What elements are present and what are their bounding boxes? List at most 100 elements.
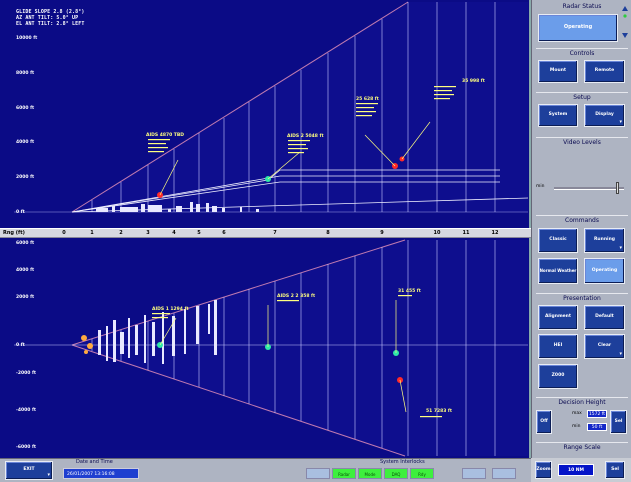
range-tick-11: 11: [462, 230, 470, 236]
target-tags: AIDS 4870 TBD AIDS 2 5048 ft 25 628 ft 3…: [146, 78, 486, 414]
azimuth-pane: [14, 239, 528, 457]
classic-button[interactable]: Classic: [538, 228, 578, 253]
dh-min-value[interactable]: 50 ft: [587, 423, 607, 431]
video-levels-slider[interactable]: [554, 182, 624, 194]
axis-labels: 10000 ft 8000 ft 6000 ft 4000 ft 2000 ft…: [16, 35, 38, 450]
decision-height-title: Decision Height: [536, 397, 628, 407]
range-zoom-button[interactable]: Zoom: [535, 461, 552, 479]
range-tick-10: 10: [433, 230, 441, 236]
default-button[interactable]: Default: [584, 305, 625, 330]
bottom-lat-label-2: 2000 ft: [16, 294, 35, 300]
system-interlocks-title: System Interlocks: [380, 459, 425, 465]
bottom-tag-1[interactable]: AIDS 1 1294 ft: [152, 306, 189, 312]
elevation-upper-limit: [71, 1, 409, 213]
controls-title: Controls: [536, 48, 628, 58]
clear-dropdown-icon: ▾: [619, 351, 622, 357]
z000-button[interactable]: Z000: [538, 364, 578, 389]
clear-button[interactable]: Clear ▾: [584, 334, 625, 359]
range-scale-title: Range Scale: [536, 442, 628, 452]
azimuth-tag-leaders: [159, 300, 407, 413]
range-scale-bar: Rng (ft) 0 1 2 3 4 5 6 7 8 9 10 11 12: [0, 228, 531, 238]
azimuth-lower-limit: [71, 344, 406, 457]
interlock-cell-3: DAQ: [384, 468, 408, 479]
exit-button[interactable]: EXIT ▾: [5, 461, 53, 480]
range-tick-3: 3: [146, 230, 150, 236]
range-band-label: Rng (ft): [3, 230, 25, 236]
radar-status-title: Radar Status: [562, 3, 602, 10]
dh-max-value[interactable]: 1572 ft: [587, 410, 607, 418]
range-tick-12: 12: [491, 230, 499, 236]
setup-title: Setup: [536, 92, 628, 102]
glide-slope-line: GLIDE SLOPE 2.8 (2.8°): [16, 9, 85, 15]
top-alt-label-0: 10000 ft: [16, 35, 38, 41]
bottom-tag-2[interactable]: AIDS 2 2 358 ft: [277, 293, 316, 299]
status-scroll-arrows[interactable]: [622, 4, 628, 40]
commands-title: Commands: [536, 215, 628, 225]
interlock-cell-0: [306, 468, 330, 479]
display-button-label: Display: [595, 112, 614, 118]
dh-max-label: max: [572, 411, 582, 416]
bottom-lat-label-5: -4000 ft: [16, 407, 37, 413]
radar-scope-graphics: 10000 ft 8000 ft 6000 ft 4000 ft 2000 ft…: [14, 1, 529, 457]
azimuth-clutter-orange: [81, 335, 93, 354]
interlock-cell-1: Radar: [332, 468, 356, 479]
top-tag-4[interactable]: 35 998 ft: [462, 78, 486, 84]
top-tag-1[interactable]: AIDS 4870 TBD: [146, 132, 184, 138]
range-tick-1: 1: [90, 230, 94, 236]
bottom-lat-label-0: 6000 ft: [16, 240, 35, 246]
bottom-tag-4[interactable]: 51 7283 ft: [426, 408, 453, 414]
bottom-lat-label-1: 4000 ft: [16, 267, 35, 273]
interlock-cell-2: Mode: [358, 468, 382, 479]
running-button[interactable]: Running ▾: [584, 228, 625, 253]
interlock-cell-4: Rdy: [410, 468, 434, 479]
interlock-cell-5: [462, 468, 486, 479]
elevation-range-lines: [91, 2, 496, 212]
mount-button[interactable]: Mount: [538, 60, 578, 83]
running-button-label: Running: [593, 237, 616, 243]
top-alt-label-1: 8000 ft: [16, 70, 35, 76]
bottom-lat-label-3: 0 ft: [16, 342, 26, 348]
top-alt-label-4: 2000 ft: [16, 174, 35, 180]
interlock-cell-6: [492, 468, 516, 479]
alignment-button[interactable]: Alignment: [538, 305, 578, 330]
exit-dropdown-icon: ▾: [47, 472, 50, 478]
azimuth-upper-limit: [71, 239, 406, 346]
control-panel: Radar Status Operating Controls Mount Re…: [531, 0, 631, 458]
glide-path-lines: [71, 169, 529, 213]
display-button[interactable]: Display ▾: [584, 104, 625, 127]
el-tilt-line: EL ANT TILT: 2.8° LEFT: [16, 21, 85, 27]
elevation-pane: [14, 1, 529, 213]
remote-button[interactable]: Remote: [584, 60, 625, 83]
bottom-lat-label-4: -2000 ft: [16, 370, 37, 376]
antenna-status-readout: GLIDE SLOPE 2.8 (2.8°) AZ ANT TILT: 5.0°…: [16, 9, 84, 27]
dh-off-button[interactable]: Off: [536, 410, 552, 434]
top-alt-label-5: 0 ft: [16, 209, 26, 215]
range-tick-7: 7: [273, 230, 277, 236]
video-levels-title: Video Levels: [536, 137, 628, 147]
top-tag-2[interactable]: AIDS 2 5048 ft: [287, 133, 324, 139]
presentation-title: Presentation: [536, 293, 628, 303]
normal-weather-button[interactable]: Normal Weather: [538, 258, 578, 284]
range-tick-6: 6: [222, 230, 226, 236]
exit-button-label: EXIT: [23, 467, 35, 473]
range-tick-4: 4: [172, 230, 176, 236]
system-button[interactable]: System: [538, 104, 578, 127]
operating-button[interactable]: Operating: [584, 258, 625, 284]
range-select-button[interactable]: Sel: [605, 461, 625, 479]
dh-select-button[interactable]: Sel: [610, 410, 627, 434]
bottom-tag-3[interactable]: 31 455 ft: [398, 288, 422, 294]
range-scale-value[interactable]: 10 NM: [558, 464, 594, 476]
range-tick-0: 0: [62, 230, 66, 236]
elevation-clutter: [96, 202, 259, 212]
bottom-lat-label-6: -6000 ft: [16, 444, 37, 450]
range-tick-2: 2: [119, 230, 123, 236]
date-time-value: 26/01/2007 13:16:08: [63, 468, 139, 479]
radar-status-button[interactable]: Operating: [538, 14, 618, 42]
radar-display[interactable]: 10000 ft 8000 ft 6000 ft 4000 ft 2000 ft…: [0, 0, 531, 458]
hei-button[interactable]: HEI: [538, 334, 578, 359]
video-levels-thumb[interactable]: [616, 182, 620, 194]
top-tag-3[interactable]: 25 628 ft: [356, 96, 380, 102]
dh-min-label: min: [572, 424, 581, 429]
elevation-wedge: [72, 2, 528, 212]
